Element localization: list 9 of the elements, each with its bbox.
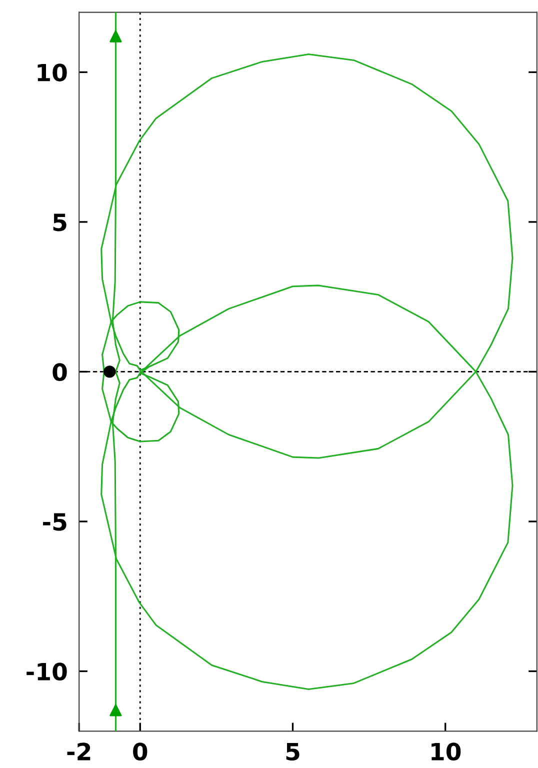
x-tick-label: 10: [432, 742, 461, 761]
x-tick-label: -2: [67, 742, 90, 760]
x-tick-label: 5: [286, 742, 300, 761]
y-tick-label: 5: [53, 214, 66, 232]
y-tick-label: 10: [38, 64, 67, 82]
y-tick-label: -10: [26, 662, 67, 681]
x-tick-label: 0: [133, 742, 148, 761]
y-tick-label: -5: [43, 513, 66, 531]
y-tick-label: 0: [52, 363, 67, 382]
